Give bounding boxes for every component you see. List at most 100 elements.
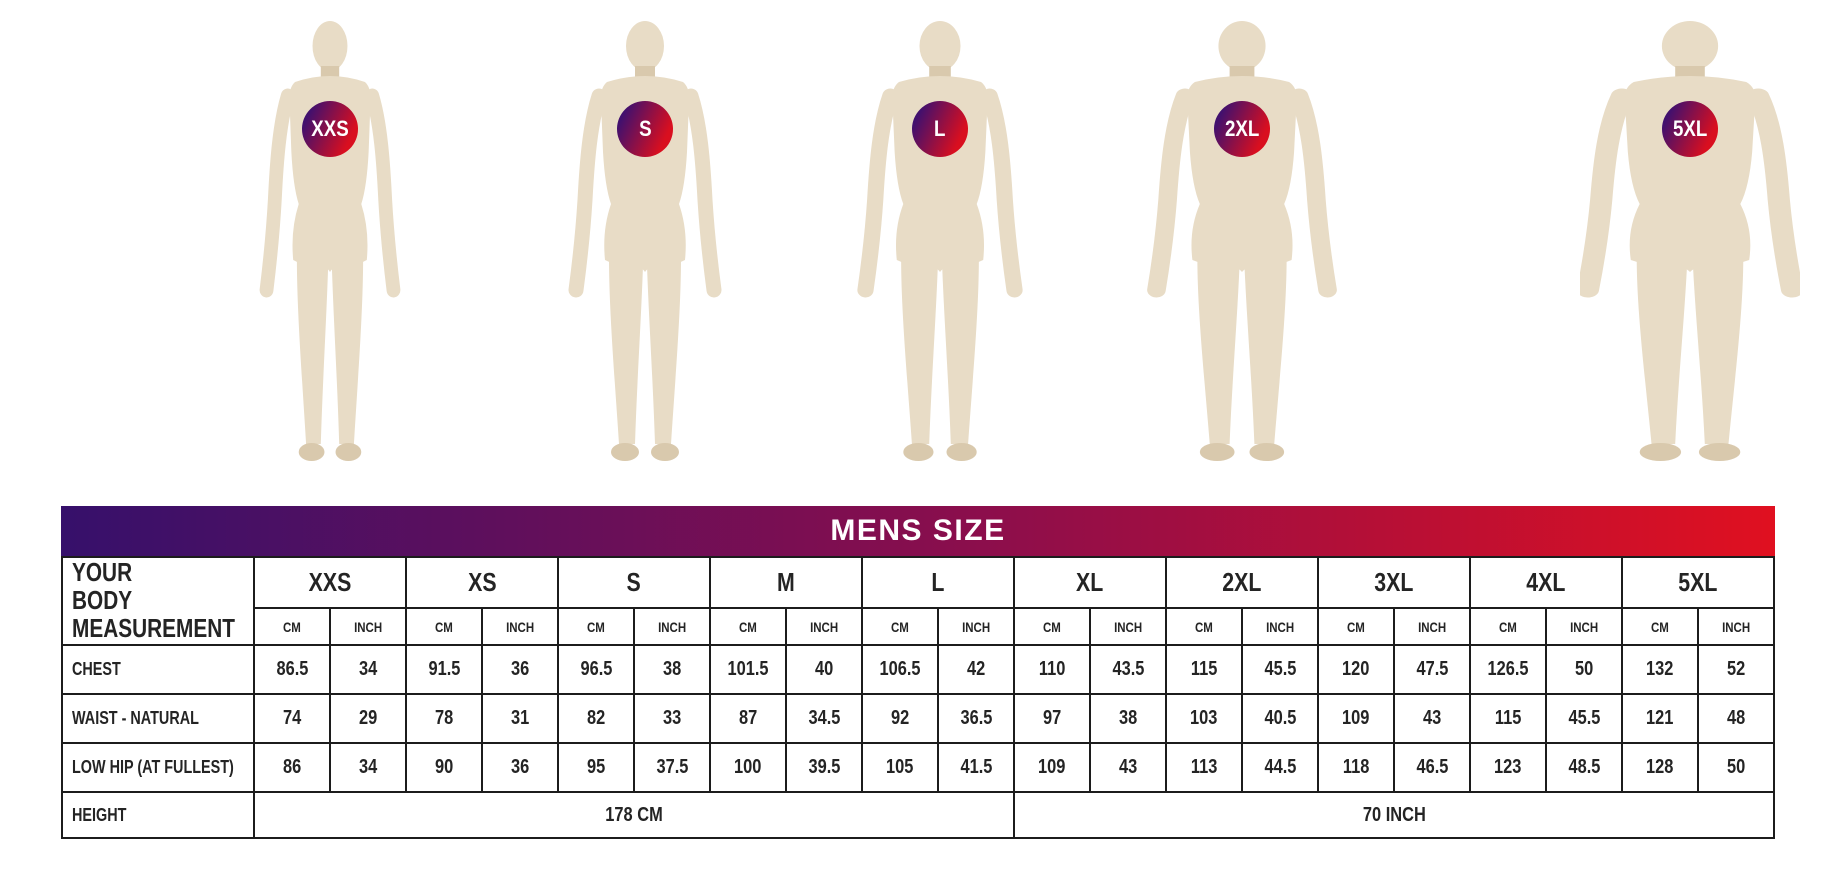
value-text: 34.5 xyxy=(808,707,840,730)
size-header-text: XS xyxy=(467,567,497,598)
mannequin-left-foot xyxy=(1639,443,1682,461)
value-cell: 46.5 xyxy=(1393,742,1471,794)
mannequin-row: XXS S xyxy=(220,12,1800,472)
value-cell: 132 xyxy=(1621,644,1699,696)
mannequin-left-arm xyxy=(568,88,607,298)
size-column-header-5xl: 5XL xyxy=(1621,555,1775,610)
value-cell: 36.5 xyxy=(937,693,1015,745)
mannequin-legs xyxy=(1636,258,1744,444)
value-cell: 78 xyxy=(405,693,483,745)
value-text: 120 xyxy=(1342,658,1370,681)
value-cell: 38 xyxy=(1089,693,1167,745)
value-cell: 86.5 xyxy=(253,644,331,696)
value-text: 38 xyxy=(1118,707,1138,730)
mannequin-head xyxy=(919,21,961,71)
value-text: 86.5 xyxy=(276,658,308,681)
mannequin-right-foot xyxy=(335,443,362,461)
value-text: 90 xyxy=(434,756,454,779)
mannequin-head xyxy=(626,21,664,71)
value-cell: 41.5 xyxy=(937,742,1015,794)
value-text: 42 xyxy=(966,658,986,681)
unit-header-inch: INCH xyxy=(1545,607,1623,647)
size-header-text: M xyxy=(777,567,795,598)
value-text: 113 xyxy=(1190,756,1218,779)
value-cell: 48 xyxy=(1697,693,1775,745)
value-text: 78 xyxy=(434,707,454,730)
size-header-text: 2XL xyxy=(1222,567,1262,598)
mannequin-left-arm xyxy=(259,88,295,298)
value-cell: 45.5 xyxy=(1241,644,1319,696)
value-cell: 40 xyxy=(785,644,863,696)
value-text: 33 xyxy=(662,707,682,730)
value-cell: 45.5 xyxy=(1545,693,1623,745)
unit-header-text: INCH xyxy=(353,618,383,635)
unit-header-inch: INCH xyxy=(1393,607,1471,647)
mannequin-illustration xyxy=(857,21,1023,461)
mannequin-legs xyxy=(1197,258,1287,444)
value-text: 101.5 xyxy=(727,658,769,681)
value-text: 40.5 xyxy=(1264,707,1296,730)
size-header-text: 5XL xyxy=(1678,567,1718,598)
mannequin-left-arm xyxy=(1147,88,1195,298)
size-header-text: 4XL xyxy=(1526,567,1566,598)
value-text: 36 xyxy=(510,658,530,681)
value-cell: 50 xyxy=(1697,742,1775,794)
mannequin-left-foot xyxy=(298,443,325,461)
mannequin-right-arm xyxy=(365,88,401,298)
size-badge-label: XXS xyxy=(311,116,349,141)
unit-header-cm: CM xyxy=(1621,607,1699,647)
value-cell: 121 xyxy=(1621,693,1699,745)
size-header-text: XL xyxy=(1076,567,1104,598)
value-cell: 37.5 xyxy=(633,742,711,794)
value-cell: 33 xyxy=(633,693,711,745)
value-text: 44.5 xyxy=(1264,756,1296,779)
value-cell: 36 xyxy=(481,742,559,794)
mannequin-right-arm xyxy=(981,88,1023,298)
measurement-row: LOW HIP (AT FULLEST) 86 34 90 36 95 37.5 100 39.… xyxy=(61,742,1775,794)
value-cell: 105 xyxy=(861,742,939,794)
unit-header-text: INCH xyxy=(657,618,687,635)
size-column-header-xs: XS xyxy=(405,555,559,610)
value-text: 87 xyxy=(738,707,758,730)
unit-header-inch: INCH xyxy=(1241,607,1319,647)
size-badge-label: 5XL xyxy=(1672,116,1708,141)
mannequin-legs xyxy=(609,258,681,444)
height-row: HEIGHT 178 CM 70 INCH xyxy=(61,791,1775,840)
unit-header-text: CM xyxy=(587,618,605,635)
value-cell: 44.5 xyxy=(1241,742,1319,794)
mannequin-right-foot xyxy=(946,443,977,461)
mannequin-left-arm xyxy=(857,88,899,298)
value-text: 103 xyxy=(1190,707,1218,730)
unit-header-text: CM xyxy=(1043,618,1061,635)
value-cell: 48.5 xyxy=(1545,742,1623,794)
value-cell: 126.5 xyxy=(1469,644,1547,696)
value-text: 50 xyxy=(1726,756,1746,779)
mannequin-torso xyxy=(1624,76,1756,274)
corner-label: YOUR BODY MEASUREMENT xyxy=(61,555,255,647)
value-cell: 123 xyxy=(1469,742,1547,794)
measurement-row: WAIST - NATURAL 74 29 78 31 82 33 87 34.5 92 36.5 9… xyxy=(61,693,1775,745)
size-badge: S xyxy=(617,101,673,157)
value-text: 34 xyxy=(358,756,378,779)
value-cell: 118 xyxy=(1317,742,1395,794)
row-label: LOW HIP (AT FULLEST) xyxy=(61,742,255,794)
table-title: MENS SIZE xyxy=(830,514,1006,547)
value-cell: 95 xyxy=(557,742,635,794)
value-text: 43 xyxy=(1422,707,1442,730)
value-text: 38 xyxy=(662,658,682,681)
unit-header-inch: INCH xyxy=(785,607,863,647)
mannequin-left-foot xyxy=(611,443,639,461)
value-cell: 52 xyxy=(1697,644,1775,696)
size-column-header-s: S xyxy=(557,555,711,610)
mannequin-figure-l: L xyxy=(830,12,1050,472)
size-badge: 2XL xyxy=(1214,101,1270,157)
value-cell: 100 xyxy=(709,742,787,794)
size-column-header-xl: XL xyxy=(1013,555,1167,610)
unit-header-cm: CM xyxy=(253,607,331,647)
mannequin-figure-xxs: XXS xyxy=(220,12,440,472)
value-cell: 74 xyxy=(253,693,331,745)
value-cell: 103 xyxy=(1165,693,1243,745)
value-text: 36 xyxy=(510,756,530,779)
value-text: 43.5 xyxy=(1112,658,1144,681)
height-cm-cell: 178 CM xyxy=(253,791,1015,840)
